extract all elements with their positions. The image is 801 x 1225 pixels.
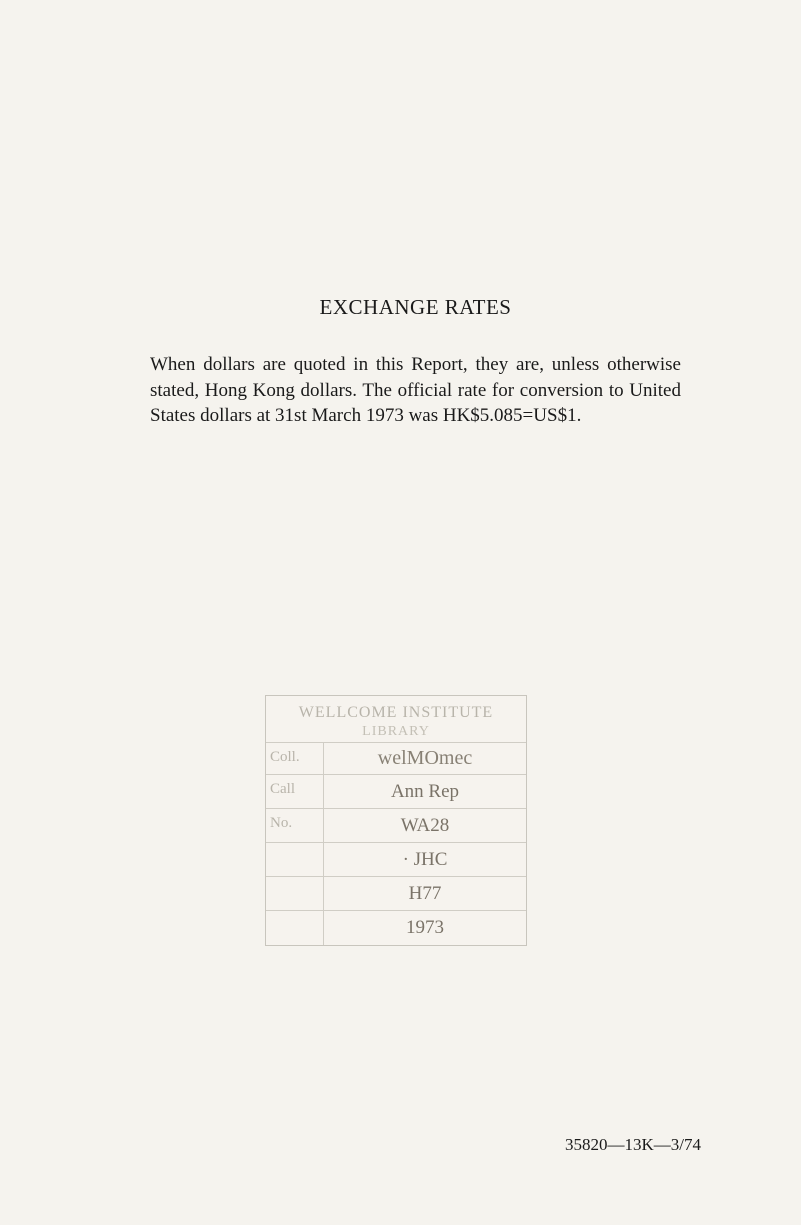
stamp-label-empty <box>266 843 323 877</box>
stamp-value: 1973 <box>324 911 526 945</box>
stamp-multirow: Call No. Ann Rep WA28 · JHC H77 1973 <box>266 775 526 945</box>
stamp-row-coll: Coll. welMOmec <box>266 743 526 775</box>
stamp-label: Coll. <box>266 743 324 774</box>
stamp-label: No. <box>266 809 323 843</box>
stamp-value: Ann Rep <box>324 775 526 809</box>
page-footer: 35820—13K—3/74 <box>565 1135 701 1155</box>
stamp-label-empty <box>266 911 323 945</box>
stamp-value: welMOmec <box>324 743 526 774</box>
body-paragraph: When dollars are quoted in this Report, … <box>150 352 681 429</box>
stamp-header: WELLCOME INSTITUTE LIBRARY <box>266 696 526 743</box>
stamp-institute: WELLCOME INSTITUTE <box>270 704 522 722</box>
stamp-label: Call <box>266 775 323 809</box>
library-stamp: WELLCOME INSTITUTE LIBRARY Coll. welMOme… <box>265 695 527 946</box>
page-title: EXCHANGE RATES <box>130 295 701 320</box>
stamp-label-empty <box>266 877 323 911</box>
stamp-value: · JHC <box>324 843 526 877</box>
stamp-value: H77 <box>324 877 526 911</box>
stamp-library: LIBRARY <box>270 724 522 740</box>
stamp-value-column: Ann Rep WA28 · JHC H77 1973 <box>324 775 526 945</box>
stamp-value: WA28 <box>324 809 526 843</box>
document-page: EXCHANGE RATES When dollars are quoted i… <box>0 0 801 1225</box>
stamp-label-column: Call No. <box>266 775 324 945</box>
